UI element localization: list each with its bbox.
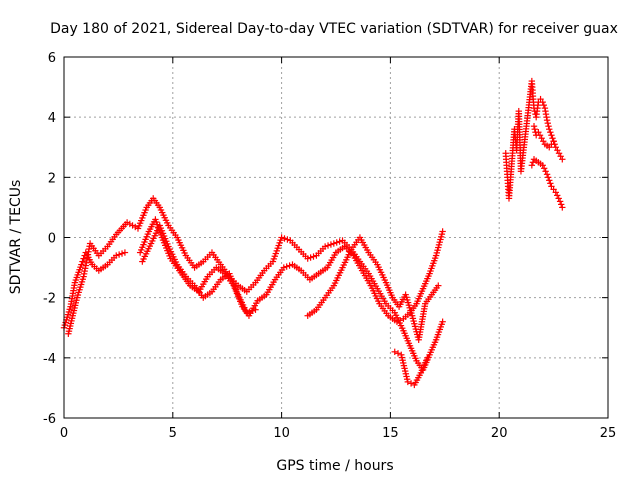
data-point-interp: [544, 119, 551, 127]
points-layer: [60, 77, 566, 389]
data-point-interp: [249, 307, 256, 314]
x-tick-label: 0: [60, 426, 68, 441]
data-point: [538, 135, 545, 142]
data-point: [555, 150, 563, 157]
data-point: [78, 261, 85, 268]
data-point-interp: [547, 180, 554, 187]
y-tick-label: -6: [43, 412, 56, 427]
y-tick-label: 4: [48, 111, 56, 126]
x-tick-label: 5: [169, 426, 177, 441]
data-point-interp: [246, 308, 253, 315]
data-point-interp: [531, 126, 538, 133]
data-point-interp: [281, 235, 288, 242]
x-tick-label: 25: [600, 426, 617, 441]
tick-layer: 0 5 10 15 20 25 -6 -4 -2 0 2 4 6: [43, 51, 616, 441]
data-point: [439, 228, 446, 235]
data-point-interp: [554, 147, 561, 154]
data-point: [559, 204, 566, 211]
data-point: [121, 249, 129, 256]
data-point: [321, 243, 329, 250]
data-point-interp: [544, 174, 552, 181]
data-point-interp: [394, 350, 402, 357]
data-point-interp: [529, 159, 537, 166]
y-tick-label: 2: [48, 171, 56, 186]
data-point: [549, 135, 556, 142]
data-point-interp: [79, 258, 86, 265]
data-point: [539, 98, 546, 106]
data-point-interp: [336, 238, 343, 245]
data-point: [424, 354, 431, 362]
data-point: [252, 306, 259, 313]
data-point: [243, 309, 250, 316]
data-point-interp: [283, 263, 290, 270]
data-point-interp: [327, 241, 335, 248]
data-point-interp: [115, 251, 123, 258]
chart-title: Day 180 of 2021, Sidereal Day-to-day VTE…: [50, 21, 618, 37]
data-point: [330, 240, 338, 247]
data-point-interp: [558, 201, 565, 208]
data-point: [528, 162, 536, 169]
data-point-interp: [80, 255, 87, 262]
data-point: [543, 171, 551, 178]
data-point: [113, 252, 120, 259]
y-tick-label: 6: [48, 51, 56, 66]
data-point: [530, 122, 538, 130]
data-point: [439, 318, 446, 325]
data-point-interp: [284, 236, 291, 243]
data-point-interp: [555, 195, 562, 202]
data-point-interp: [407, 380, 415, 387]
data-point-interp: [540, 138, 547, 145]
data-point: [543, 116, 551, 124]
data-point-interp: [310, 253, 317, 260]
data-point: [391, 348, 398, 356]
data-point: [550, 138, 557, 145]
y-axis-label: SDTVAR / TECUs: [8, 180, 24, 295]
data-point: [546, 126, 553, 133]
y-tick-label: 0: [48, 232, 56, 247]
data-point-interp: [546, 177, 553, 184]
x-tick-label: 10: [273, 426, 290, 441]
data-point-interp: [536, 132, 544, 139]
data-point-interp: [307, 254, 314, 261]
data-point: [278, 234, 285, 241]
data-point-interp: [554, 192, 561, 199]
data-point: [539, 162, 546, 169]
data-point-interp: [547, 129, 554, 136]
data-point: [435, 282, 442, 289]
y-tick-label: -4: [43, 352, 56, 367]
x-tick-label: 20: [491, 426, 508, 441]
data-point-interp: [545, 122, 552, 130]
y-tick-label: -2: [43, 292, 56, 307]
data-point-interp: [118, 250, 126, 257]
data-point-interp: [548, 132, 555, 139]
data-point-interp: [540, 165, 548, 172]
data-point: [556, 198, 564, 205]
data-point-interp: [324, 242, 332, 249]
data-point: [304, 255, 311, 262]
data-point: [559, 156, 566, 163]
data-point: [552, 144, 559, 151]
data-point: [280, 264, 287, 271]
x-axis-label: GPS time / hours: [276, 458, 393, 474]
data-point-interp: [542, 168, 549, 175]
data-point: [552, 189, 559, 196]
data-point-interp: [333, 239, 340, 246]
data-point-interp: [557, 153, 564, 160]
data-point: [404, 378, 412, 386]
x-tick-label: 15: [382, 426, 399, 441]
data-point-interp: [540, 101, 548, 109]
